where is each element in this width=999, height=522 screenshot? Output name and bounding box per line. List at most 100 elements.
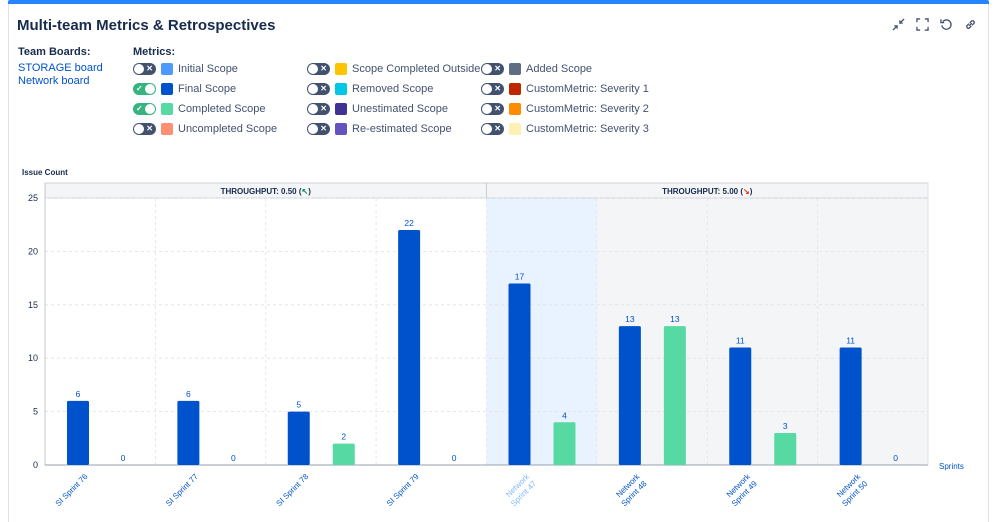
- metric-color-swatch: [509, 83, 521, 95]
- bar-final-scope: [729, 347, 752, 465]
- board-link-storage[interactable]: STORAGE board: [18, 62, 103, 74]
- y-tick-label: 10: [28, 353, 38, 363]
- metric-label: Scope Completed Outside: [352, 63, 481, 75]
- gadget-actions: [891, 17, 977, 31]
- bar-value-label: 11: [846, 336, 855, 346]
- metric-label: CustomMetric: Severity 2: [526, 103, 649, 115]
- metric-color-swatch: [161, 83, 173, 95]
- metric-label: Re-estimated Scope: [352, 123, 452, 135]
- metric-color-swatch: [335, 63, 347, 75]
- bar-final-scope: [177, 400, 200, 465]
- x-axis-title: Sprints: [939, 462, 964, 471]
- x-tick-label[interactable]: NetworkSprint 50: [833, 471, 870, 508]
- bar-value-label: 4: [562, 410, 567, 420]
- bar-value-label: 6: [76, 389, 81, 399]
- metric-toggle[interactable]: ✕: [133, 123, 156, 135]
- metric-toggle[interactable]: ✕: [481, 63, 504, 75]
- metric-custommetric-severity-1: ✕ CustomMetric: Severity 1: [481, 82, 649, 96]
- highlighted-sprint-background: [486, 198, 597, 465]
- bar-value-label: 2: [341, 432, 346, 442]
- bar-value-label: 11: [736, 336, 745, 346]
- y-tick-label: 5: [33, 407, 38, 417]
- bar-value-label: 3: [783, 421, 788, 431]
- bar-completed-scope: [553, 422, 576, 465]
- link-icon[interactable]: [963, 17, 977, 31]
- card-top-accent: [8, 0, 989, 4]
- bar-completed-scope: [663, 326, 686, 465]
- y-tick-label: 0: [33, 460, 38, 470]
- bar-final-scope: [618, 326, 641, 465]
- x-tick-label[interactable]: NetworkSprint 49: [723, 471, 760, 508]
- team-boards-label: Team Boards:: [18, 46, 91, 58]
- metric-toggle[interactable]: ✓: [133, 83, 156, 95]
- bar-completed-scope: [774, 432, 797, 465]
- bar-final-scope: [398, 230, 421, 465]
- metric-label: CustomMetric: Severity 3: [526, 123, 649, 135]
- bar-final-scope: [287, 411, 310, 465]
- metric-color-swatch: [161, 63, 173, 75]
- metric-label: CustomMetric: Severity 1: [526, 83, 649, 95]
- metric-toggle[interactable]: ✓: [133, 103, 156, 115]
- y-axis-title: Issue Count: [22, 168, 68, 177]
- gadget-title: Multi-team Metrics & Retrospectives: [17, 17, 276, 34]
- metric-toggle[interactable]: ✕: [307, 83, 330, 95]
- metric-toggle[interactable]: ✕: [481, 83, 504, 95]
- metric-label: Final Scope: [178, 83, 237, 95]
- metrics-label: Metrics:: [133, 46, 176, 58]
- metric-custommetric-severity-3: ✕ CustomMetric: Severity 3: [481, 122, 649, 136]
- metric-scope-completed-outside: ✕ Scope Completed Outside: [307, 62, 480, 76]
- metric-color-swatch: [509, 123, 521, 135]
- metric-added-scope: ✕ Added Scope: [481, 62, 592, 76]
- bar-value-label: 13: [670, 314, 680, 324]
- metric-color-swatch: [335, 83, 347, 95]
- metric-toggle[interactable]: ✕: [481, 123, 504, 135]
- metric-toggle[interactable]: ✕: [133, 63, 156, 75]
- y-tick-label: 15: [28, 300, 38, 310]
- metric-toggle[interactable]: ✕: [307, 123, 330, 135]
- metric-toggle[interactable]: ✕: [307, 103, 330, 115]
- bar-value-label: 0: [893, 453, 898, 463]
- x-tick-label[interactable]: SI Sprint 78: [274, 472, 310, 508]
- metric-removed-scope: ✕ Removed Scope: [307, 82, 433, 96]
- collapse-icon[interactable]: [891, 17, 905, 31]
- bar-value-label: 13: [625, 314, 635, 324]
- bar-value-label: 5: [296, 400, 301, 410]
- metric-color-swatch: [161, 103, 173, 115]
- metric-final-scope: ✓ Final Scope: [133, 82, 236, 96]
- x-tick-label[interactable]: SI Sprint 77: [164, 472, 200, 508]
- board-link-network[interactable]: Network board: [18, 75, 90, 87]
- bar-value-label: 6: [186, 389, 191, 399]
- refresh-icon[interactable]: [939, 17, 953, 31]
- throughput-label: THROUGHPUT: 0.50 (↖): [221, 187, 312, 196]
- x-tick-label[interactable]: NetworkSprint 47: [502, 471, 539, 508]
- x-tick-label[interactable]: NetworkSprint 48: [612, 471, 649, 508]
- bar-value-label: 0: [452, 453, 457, 463]
- metric-color-swatch: [335, 103, 347, 115]
- metric-label: Initial Scope: [178, 63, 238, 75]
- bar-value-label: 0: [121, 453, 126, 463]
- throughput-label: THROUGHPUT: 5.00 (↘): [662, 187, 753, 196]
- metric-toggle[interactable]: ✕: [307, 63, 330, 75]
- bar-value-label: 22: [404, 218, 414, 228]
- x-tick-label[interactable]: SI Sprint 79: [385, 472, 421, 508]
- gadget-card: [8, 4, 989, 522]
- metric-color-swatch: [509, 103, 521, 115]
- bar-final-scope: [508, 283, 531, 465]
- metric-color-swatch: [335, 123, 347, 135]
- bar-final-scope: [67, 400, 89, 465]
- y-tick-label: 20: [28, 246, 38, 256]
- metric-custommetric-severity-2: ✕ CustomMetric: Severity 2: [481, 102, 649, 116]
- metric-re-estimated-scope: ✕ Re-estimated Scope: [307, 122, 452, 136]
- metric-unestimated-scope: ✕ Unestimated Scope: [307, 102, 448, 116]
- metric-color-swatch: [509, 63, 521, 75]
- bar-final-scope: [839, 347, 862, 465]
- metric-toggle[interactable]: ✕: [481, 103, 504, 115]
- metric-label: Unestimated Scope: [352, 103, 448, 115]
- x-tick-label[interactable]: SI Sprint 76: [54, 472, 90, 508]
- metric-label: Added Scope: [526, 63, 593, 75]
- metric-label: Removed Scope: [352, 83, 434, 95]
- team-boards: Team Boards: STORAGE board Network board: [18, 46, 103, 88]
- metric-label: Uncompleted Scope: [178, 123, 278, 135]
- fullscreen-icon[interactable]: [915, 17, 929, 31]
